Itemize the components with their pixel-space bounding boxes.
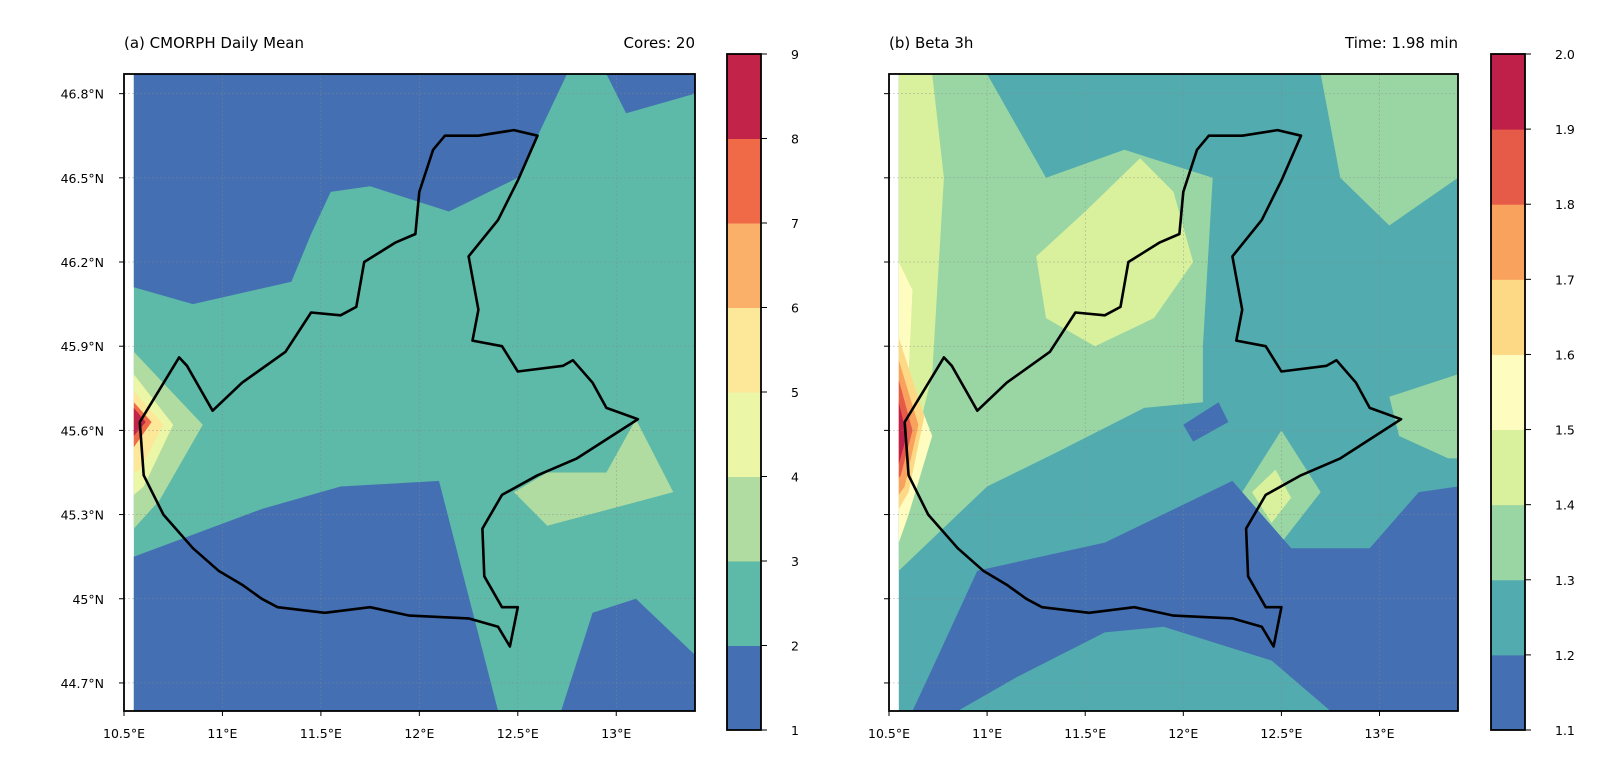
colorbar-tick-label: 8 — [791, 132, 799, 147]
contour-region-south-mass — [912, 480, 1458, 711]
contour-fill-group — [124, 74, 695, 711]
x-tick-label: 12°E — [1168, 726, 1198, 741]
colorbar-swatch — [1491, 654, 1525, 731]
panel-a-title: (a) CMORPH Daily Mean — [124, 34, 304, 52]
colorbar-swatch — [1491, 354, 1525, 431]
x-tick-label: 11.5°E — [300, 726, 342, 741]
x-tick-label: 10.5°E — [868, 726, 910, 741]
region-boundary — [138, 128, 640, 648]
colorbar-swatch — [1491, 54, 1525, 130]
colorbar-tick-label: 7 — [791, 216, 799, 231]
colorbar-tick-label: 1.4 — [1555, 498, 1575, 513]
colorbar-swatch — [727, 307, 761, 393]
contour-region-east-patch — [513, 419, 674, 526]
colorbar-swatch — [727, 54, 761, 139]
map-frame — [888, 73, 1459, 712]
contour-region-spot — [1183, 402, 1229, 442]
colorbar-swatch — [727, 645, 761, 731]
panel-a-map — [123, 73, 696, 712]
x-tick-label: 11°E — [972, 726, 1002, 741]
colorbar-tick-label: 1.2 — [1555, 648, 1575, 663]
contour-region-east-edge — [1389, 374, 1458, 459]
contour-region-west-spot — [133, 351, 203, 529]
colorbar-tick-label: 1 — [791, 723, 799, 738]
y-tick-label: 45.9°N — [61, 339, 104, 354]
contour-region-south-band — [133, 480, 499, 711]
colorbar-swatch — [1491, 204, 1525, 280]
y-tick-label: 45°N — [72, 592, 104, 607]
x-tick-label: 12°E — [404, 726, 434, 741]
panel-b-axis-ticks: 10.5°E 11°E 11.5°E 12°E 12.5°E 13°E — [868, 93, 1395, 741]
colorbar-frame — [1490, 53, 1526, 731]
colorbar-swatch — [1491, 579, 1525, 656]
colorbar-tick-label: 5 — [791, 385, 799, 400]
colorbar-tick-label: 1.5 — [1555, 423, 1575, 438]
panel-a-cores-label: Cores: 20 — [624, 34, 695, 52]
y-tick-label: 45.3°N — [61, 508, 104, 523]
panel-b-time-label: Time: 1.98 min — [1344, 34, 1458, 52]
x-tick-label: 13°E — [601, 726, 631, 741]
colorbar-swatch — [1491, 429, 1525, 506]
contour-region-center-plume — [1036, 158, 1194, 347]
colorbar-tick-label: 9 — [791, 47, 799, 62]
colorbar-tick-label: 2 — [791, 639, 799, 654]
panel-a-colorbar: 1 2 3 4 5 6 7 8 9 — [726, 47, 799, 738]
y-tick-label: 45.6°N — [61, 423, 104, 438]
y-tick-label: 46.8°N — [61, 87, 104, 102]
region-boundary — [903, 128, 1403, 648]
colorbar-tick-label: 1.3 — [1555, 573, 1575, 588]
colorbar-tick-label: 2.0 — [1555, 47, 1575, 62]
y-tick-label: 46.5°N — [61, 171, 104, 186]
panel-b-colorbar: 1.1 1.2 1.3 1.4 1.5 1.6 1.7 1.8 1.9 2.0 — [1490, 47, 1575, 738]
map-frame — [123, 73, 696, 712]
contour-region-north-east-corner — [606, 74, 695, 114]
colorbar-swatch — [727, 561, 761, 646]
panel-a-axis-ticks: 10.5°E 11°E 11.5°E 12°E 12.5°E 13°E 46.8°N 46.5… — [61, 87, 632, 741]
colorbar-tick-label: 1.6 — [1555, 347, 1575, 362]
colorbar-tick-label: 1.8 — [1555, 197, 1575, 212]
colorbar-tick-label: 4 — [791, 470, 799, 485]
colorbar-tick-label: 1.9 — [1555, 122, 1575, 137]
y-tick-label: 46.2°N — [61, 255, 104, 270]
contour-region-north-east — [1320, 74, 1458, 226]
contour-region-north-west — [133, 74, 568, 305]
x-tick-label: 12.5°E — [497, 726, 539, 741]
panel-b-map — [888, 73, 1459, 712]
panel-b-title: (b) Beta 3h — [889, 34, 973, 52]
colorbar-swatch — [727, 223, 761, 308]
x-tick-label: 10.5°E — [103, 726, 145, 741]
panel-a: (a) CMORPH Daily Mean Cores: 20 10.5°E 11… — [61, 34, 799, 741]
x-tick-label: 13°E — [1364, 726, 1394, 741]
x-tick-label: 11°E — [207, 726, 237, 741]
colorbar-tick-label: 3 — [791, 554, 799, 569]
x-tick-label: 12.5°E — [1260, 726, 1302, 741]
colorbar-swatch — [1491, 504, 1525, 581]
colorbar-swatch — [1491, 129, 1525, 205]
colorbar-swatch — [727, 392, 761, 477]
contour-fill-group — [889, 74, 1458, 711]
colorbar-swatch — [1491, 279, 1525, 355]
panel-b: (b) Beta 3h Time: 1.98 min 10.5°E 11°E 11.… — [868, 34, 1575, 741]
y-tick-label: 44.7°N — [61, 676, 104, 691]
colorbar-swatch — [727, 476, 761, 562]
contour-region-west-spot — [898, 402, 907, 465]
colorbar-tick-label: 6 — [791, 301, 799, 316]
colorbar-swatch — [727, 138, 761, 224]
x-tick-label: 11.5°E — [1064, 726, 1106, 741]
colorbar-tick-label: 1.7 — [1555, 272, 1575, 287]
colorbar-tick-label: 1.1 — [1555, 723, 1575, 738]
